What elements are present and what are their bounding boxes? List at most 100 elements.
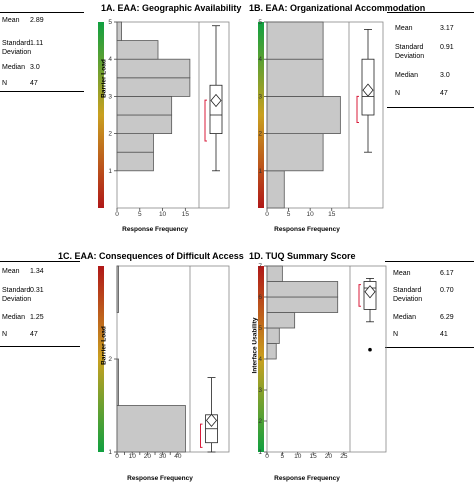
stat-label-mean: Mean [393, 270, 411, 277]
stat-value-median: 3.0 [30, 64, 40, 71]
y-tick-label: 4 [108, 56, 112, 63]
histogram-bar [266, 312, 296, 329]
x-tick-label: 5 [138, 211, 142, 218]
y-tick-label: 3 [108, 93, 112, 100]
panel-1b: 1B. EAA: Organizational Accommodation Me… [237, 0, 474, 240]
histogram-bar [116, 265, 119, 313]
stat-value-mean: 1.34 [30, 268, 44, 275]
stat-value-sd: 0.70 [440, 287, 454, 294]
y-tick-label: 5 [258, 19, 262, 26]
stat-label-sd: Standard Deviation [395, 44, 425, 60]
stat-value-n: 47 [440, 90, 448, 97]
y-axis-label: Interface Usability [251, 317, 259, 374]
x-tick-label: 15 [328, 211, 336, 218]
x-tick-label: 30 [159, 453, 167, 460]
x-axis-label: Response Frequency [274, 475, 340, 482]
x-axis-label: Response Frequency [122, 226, 188, 233]
stat-label-n: N [2, 331, 8, 338]
histogram-bar [266, 96, 341, 135]
histogram-bar [266, 58, 324, 97]
stat-label-median: Median [395, 72, 418, 79]
histogram-bar [266, 265, 283, 282]
stats-table: Mean 1.34 Standard Deviation 0.31 Median … [0, 261, 80, 351]
histogram-bar [266, 343, 277, 360]
stat-label-sd: Standard Deviation [2, 287, 32, 303]
confidence-bracket [358, 284, 361, 307]
mean-diamond [362, 83, 374, 97]
mean-diamond [205, 413, 218, 428]
y-tick-label: 1 [258, 449, 262, 456]
stat-value-sd: 0.31 [30, 287, 44, 294]
stat-label-mean: Mean [2, 268, 20, 275]
histogram-bar [116, 77, 191, 97]
x-tick-label: 10 [307, 211, 315, 218]
stat-label-median: Median [393, 314, 416, 321]
y-tick-label: 3 [258, 93, 262, 100]
chart-1b-svg: 1 2 3 4 5 0 5 10 15 [258, 19, 384, 218]
panel-1c: 1C. EAA: Consequences of Difficult Acces… [0, 244, 244, 488]
x-tick-label: 15 [309, 453, 317, 460]
color-gradient-bar [258, 266, 264, 452]
y-tick-label: 4 [258, 356, 262, 363]
stat-label-sd: Standard Deviation [2, 40, 32, 56]
mean-diamond [364, 285, 376, 299]
confidence-bracket [356, 95, 359, 123]
x-tick-label: 25 [340, 453, 348, 460]
chart-title: 1A. EAA: Geographic Availability [101, 3, 242, 13]
y-tick-label: 1 [108, 449, 112, 456]
x-tick-label: 10 [294, 453, 302, 460]
iqr-box [209, 84, 223, 134]
outlier-point [368, 347, 372, 352]
color-gradient-bar [258, 22, 264, 208]
x-tick-label: 0 [265, 453, 269, 460]
y-tick-label: 1 [258, 168, 262, 175]
chart-1d-svg: 1 2 3 4 5 6 7 0 5 10 15 20 25 [258, 263, 387, 460]
histogram-bar [116, 358, 119, 406]
stat-label-median: Median [2, 64, 25, 71]
histogram-bar [116, 133, 154, 153]
histogram-bar [116, 40, 159, 60]
y-axis-label: Barrier Load [100, 59, 108, 98]
color-gradient-bar [98, 266, 104, 452]
panel-1a: 1A. EAA: Geographic Availability Mean 2.… [0, 0, 241, 240]
x-tick-label: 0 [265, 211, 269, 218]
x-tick-label: 0 [115, 453, 119, 460]
histogram-bar [116, 151, 154, 172]
histogram-bar [116, 114, 173, 135]
x-tick-label: 5 [281, 453, 285, 460]
y-tick-label: 6 [258, 294, 262, 301]
stat-value-sd: 0.91 [440, 44, 454, 51]
histogram-bar [116, 405, 186, 453]
histogram-bar [266, 327, 280, 344]
stat-label-n: N [393, 331, 399, 338]
mean-diamond [210, 93, 222, 108]
histogram-bar [116, 96, 173, 116]
chart-1c-svg: 120 10 20 30 40 [98, 265, 230, 460]
histogram-bar [266, 281, 339, 298]
stat-label-mean: Mean [2, 17, 20, 24]
x-tick-label: 10 [159, 211, 167, 218]
stat-value-median: 3.0 [440, 72, 450, 79]
y-tick-label: 5 [258, 325, 262, 332]
stat-label-median: Median [2, 314, 25, 321]
y-tick-label: 3 [258, 387, 262, 394]
stat-value-median: 6.29 [440, 314, 454, 321]
y-tick-label: 2 [258, 131, 262, 138]
stat-label-sd: Standard Deviation [393, 287, 423, 303]
panel-1d: 1D. TUQ Summary Score Mean 6.17 Standard… [237, 244, 474, 488]
stat-label-n: N [395, 90, 401, 97]
confidence-bracket [204, 99, 207, 142]
histogram-bar [266, 296, 339, 313]
y-tick-label: 7 [258, 263, 262, 270]
stats-table: Mean 6.17 Standard Deviation 0.70 Median … [385, 261, 474, 357]
histogram-bar [116, 21, 122, 42]
y-tick-label: 4 [258, 56, 262, 63]
x-tick-label: 40 [174, 453, 182, 460]
stat-value-mean: 2.89 [30, 17, 44, 24]
y-tick-label: 2 [108, 131, 112, 138]
x-tick-label: 20 [325, 453, 333, 460]
x-tick-label: 0 [115, 211, 119, 218]
stat-label-mean: Mean [395, 25, 413, 32]
histogram-bar [266, 133, 324, 172]
y-axis-label: Barrier Load [100, 326, 108, 365]
